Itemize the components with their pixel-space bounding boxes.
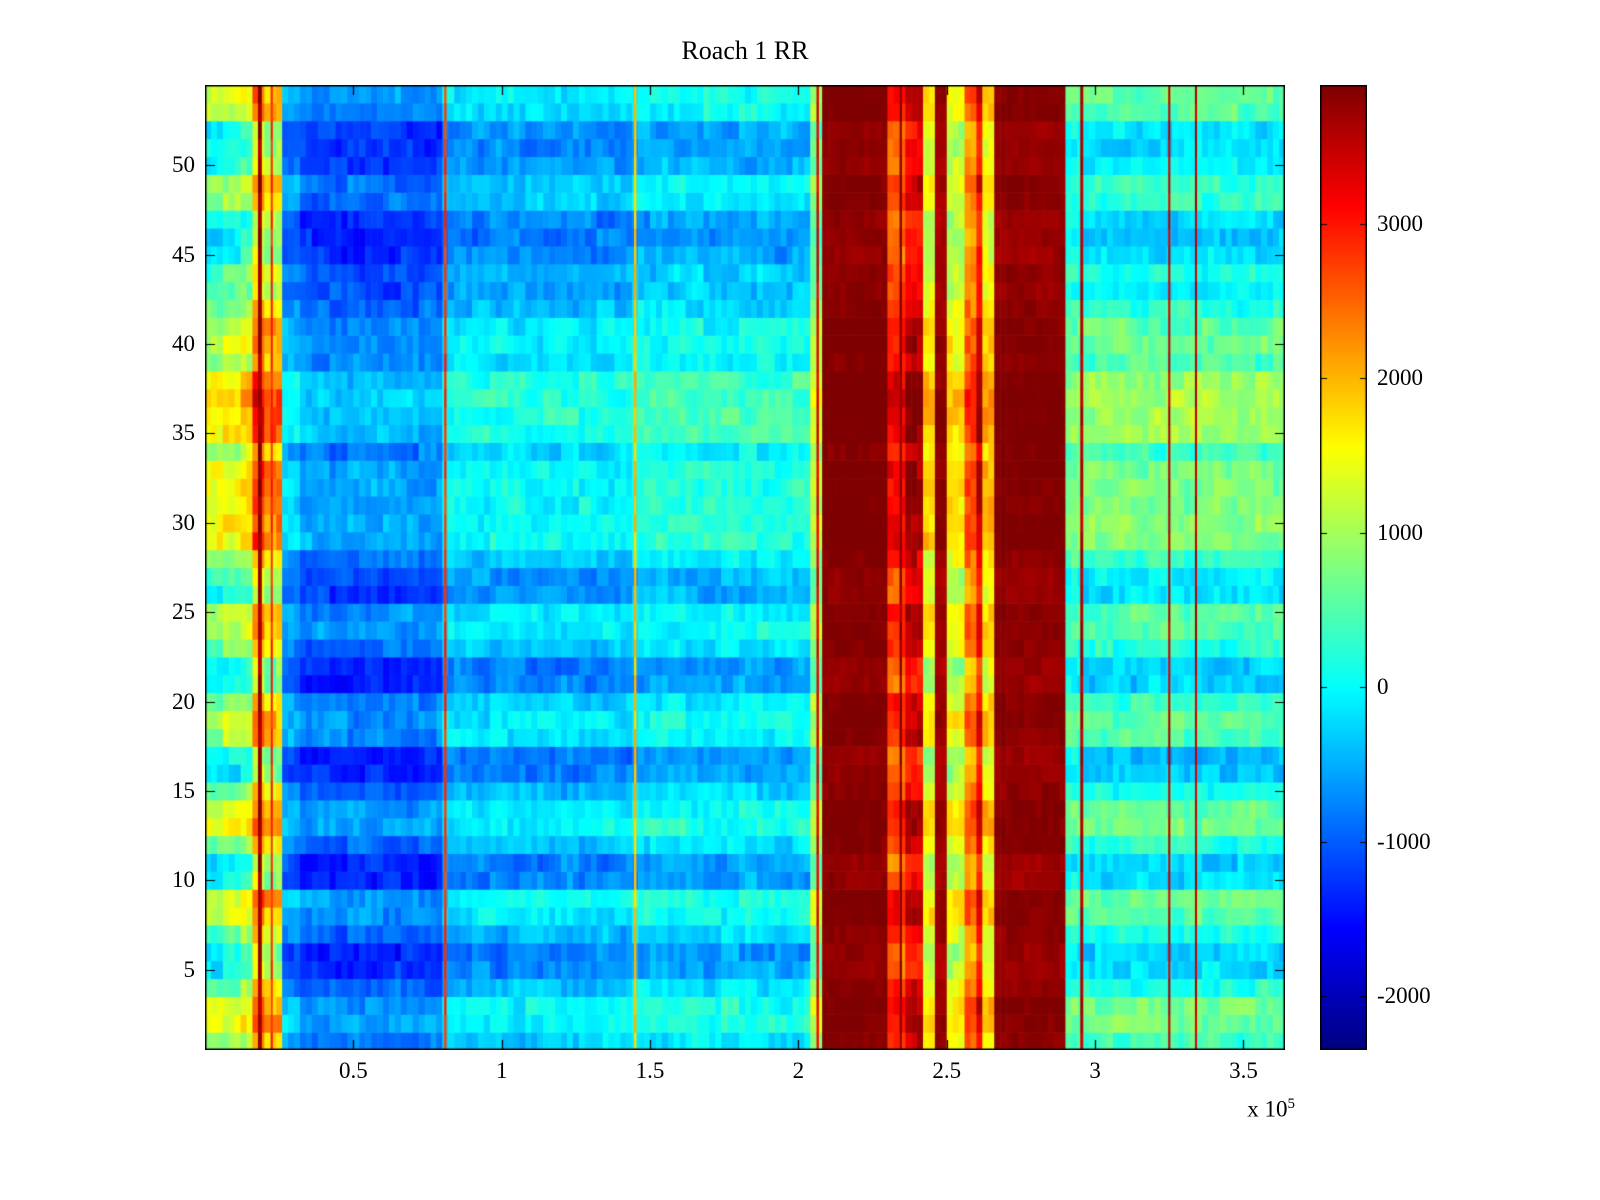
x-axis-scale-label: x 105 (1180, 1096, 1295, 1123)
y-tick-label: 15 (172, 777, 195, 803)
colorbar-canvas (1320, 85, 1367, 1050)
x-tick-label: 0.5 (338, 1058, 368, 1083)
x-scale-exponent: 5 (1287, 1096, 1296, 1112)
chart-title: Roach 1 RR (681, 36, 809, 65)
y-tick-label: 5 (183, 956, 196, 982)
y-tick-label: 30 (172, 509, 195, 535)
heatmap-canvas (205, 85, 1285, 1050)
x-scale-prefix: x 10 (1247, 1096, 1288, 1122)
colorbar-tick-label: 0 (1377, 674, 1389, 700)
x-tick-label: 2.5 (932, 1058, 962, 1083)
colorbar-tick-label: 2000 (1377, 365, 1423, 391)
y-tick-label: 50 (172, 152, 195, 178)
y-tick-label: 35 (172, 420, 195, 446)
colorbar-tick-label: -2000 (1377, 982, 1431, 1008)
colorbar-tick-label: 1000 (1377, 519, 1423, 545)
x-tick-label: 1 (495, 1058, 508, 1083)
colorbar-tick-label: -1000 (1377, 828, 1431, 854)
y-tick-label: 20 (172, 688, 195, 714)
y-tick-label: 45 (172, 241, 195, 267)
y-tick-label: 10 (172, 867, 195, 893)
x-tick-label: 3 (1089, 1058, 1101, 1083)
x-tick-label: 3.5 (1229, 1058, 1258, 1083)
x-tick-label: 1.5 (635, 1058, 665, 1083)
colorbar-tick-label: 3000 (1377, 210, 1423, 236)
x-tick-label: 2 (792, 1058, 805, 1083)
y-tick-label: 40 (172, 331, 195, 357)
y-tick-label: 25 (172, 599, 195, 625)
